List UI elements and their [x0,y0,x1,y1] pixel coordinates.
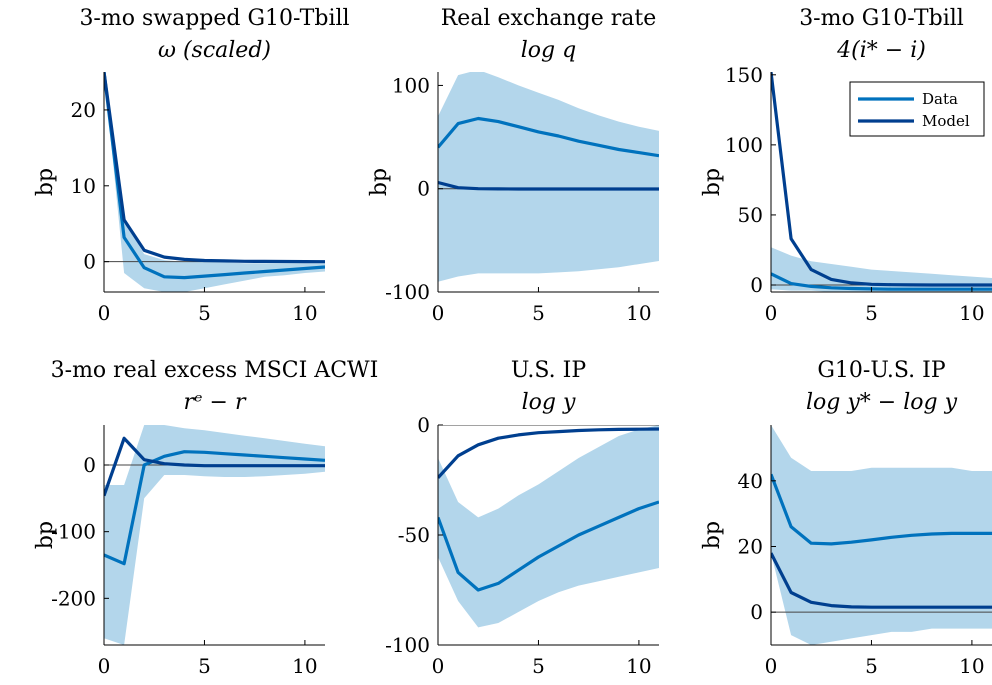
legend-box [849,81,985,137]
x-tick-label: 5 [532,301,545,325]
x-tick-label: 0 [432,301,445,325]
y-tick-label: -100 [385,280,430,304]
x-tick-label: 10 [292,301,317,325]
x-tick-label: 10 [292,654,317,678]
panel-subtitle: log y* − log y [806,390,958,415]
y-tick-label: 100 [725,133,763,157]
x-tick-label: 5 [865,654,878,678]
plot-area [771,72,992,292]
series-line-model [104,436,325,497]
y-tick-label: -50 [398,523,430,547]
panel-subtitle: log y [522,390,576,415]
x-tick-label: 5 [865,301,878,325]
x-tick-label: 5 [532,654,545,678]
legend-label-model: Model [922,112,970,130]
panel-title: 3-mo swapped G10-Tbill [79,6,349,31]
confidence-band [438,425,659,628]
series-line-data [438,500,659,592]
panel-subtitle: ω (scaled) [158,38,271,63]
x-tick-label: 5 [198,654,211,678]
legend-label-data: Data [922,90,958,108]
y-axis-label: bp [33,521,58,549]
x-tick-label: 0 [98,654,111,678]
x-tick-label: 10 [959,654,984,678]
plot-area [438,425,659,628]
series-line-data [771,473,992,546]
panel-subtitle: rᵉ − r [184,390,247,415]
panel-4: 0 5 10 -200 -100 0 bp 3-mo real excess MSCI ACW… [33,358,378,678]
panel-title: U.S. IP [511,358,586,383]
y-tick-label: 20 [71,98,96,122]
series-line-model [771,552,992,609]
series-line-model [438,427,659,479]
panel-title: 3-mo G10-Tbill [799,6,964,31]
confidence-band [771,247,992,292]
series-line-data [771,272,992,291]
panel-title: G10-U.S. IP [817,358,945,383]
legend: Data Model [849,81,985,137]
y-tick-label: -200 [51,586,96,610]
plot-area [104,425,325,645]
y-tick-label: 100 [392,73,430,97]
y-tick-label: 20 [738,534,763,558]
y-tick-label: 0 [750,273,763,297]
y-tick-label: 0 [417,177,430,201]
x-tick-label: 0 [432,654,445,678]
y-tick-label: 40 [738,469,763,493]
x-tick-label: 0 [765,301,778,325]
plot-area [771,425,992,645]
y-tick-label: 0 [417,413,430,437]
y-tick-label: 0 [83,250,96,274]
y-axis-label: bp [367,168,392,196]
plot-area [104,72,325,292]
panel-6: 0 5 10 0 20 40 bp G10-U.S. IP log y* − log y [700,358,992,678]
x-tick-label: 10 [626,301,651,325]
confidence-band [771,425,992,645]
confidence-band [104,425,325,645]
x-tick-label: 0 [98,301,111,325]
y-axis-label: bp [33,168,58,196]
y-tick-label: 150 [725,63,763,87]
y-tick-label: 0 [750,600,763,624]
x-tick-label: 10 [626,654,651,678]
panel-5: 0 5 10 -100 -50 0 U.S. IP log y [385,358,659,678]
panel-title: Real exchange rate [441,6,657,31]
panel-1: 0 5 10 0 10 20 bp 3-mo swapped G10-Tbill ω (scal… [33,6,350,325]
confidence-band [438,72,659,282]
series-line-model [771,72,992,287]
series-line-data [438,116,659,158]
panel-subtitle: 4(i* − i) [836,38,926,63]
series-line-data [104,72,325,280]
series-line-model [438,180,659,191]
y-tick-label: 0 [83,453,96,477]
y-axis-label: bp [700,521,725,549]
series-line-model [104,72,325,264]
y-tick-label: -100 [51,520,96,544]
series-line-data [104,450,325,566]
y-tick-label: 50 [738,203,763,227]
y-tick-label: 10 [71,174,96,198]
plot-area [438,72,659,282]
x-tick-label: 5 [198,301,211,325]
x-tick-label: 10 [959,301,984,325]
panel-title: 3-mo real excess MSCI ACWI [51,358,379,383]
y-tick-label: -100 [385,633,430,657]
x-tick-label: 0 [765,654,778,678]
y-axis-label: bp [700,168,725,196]
panel-subtitle: log q [521,38,576,63]
